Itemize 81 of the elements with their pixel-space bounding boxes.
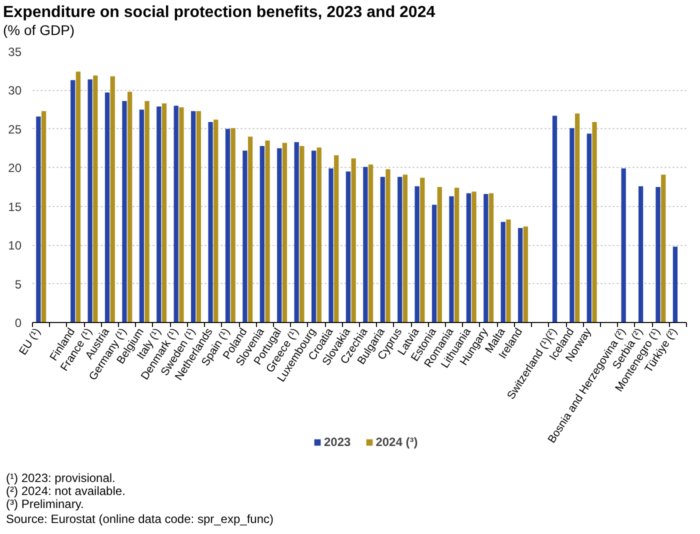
bar <box>398 176 402 322</box>
bar <box>472 192 476 322</box>
bar <box>449 196 454 322</box>
bar <box>122 101 127 322</box>
bar <box>414 186 420 322</box>
text: (¹) 2023: provisional. <box>6 471 116 485</box>
bar <box>88 79 92 322</box>
chart-title: Expenditure on social protection benefits, 2023 and 2024 <box>3 3 436 22</box>
bar <box>179 107 184 322</box>
bar <box>316 148 322 322</box>
bar <box>36 116 41 322</box>
bar <box>488 193 494 322</box>
bar <box>574 113 580 322</box>
legend-label: 2023 <box>324 435 351 449</box>
bar <box>672 246 678 322</box>
bar <box>230 128 236 322</box>
y-tick-label: 35 <box>8 45 22 59</box>
bar <box>128 92 132 322</box>
bar <box>661 174 666 322</box>
bar <box>225 128 230 322</box>
y-tick-label: 5 <box>14 277 22 292</box>
bar <box>139 110 144 322</box>
bar <box>402 174 408 322</box>
bar <box>104 92 110 322</box>
bar <box>363 166 368 322</box>
bar <box>420 178 425 322</box>
bar <box>592 122 597 322</box>
bar <box>191 111 196 322</box>
text: (²) 2024: not available. <box>6 484 126 498</box>
bar <box>294 142 299 322</box>
y-tick-label: 10 <box>8 238 22 253</box>
bar <box>552 116 558 322</box>
bar <box>277 148 282 322</box>
bar <box>484 194 488 322</box>
bar <box>368 164 374 322</box>
text: (³) Preliminary. <box>6 497 84 511</box>
bar <box>586 134 592 322</box>
bar <box>260 146 264 322</box>
bar <box>265 140 270 322</box>
bar <box>656 187 660 322</box>
bar <box>432 204 437 322</box>
bar <box>208 122 213 322</box>
bar <box>386 169 390 322</box>
bar <box>76 72 81 322</box>
bar <box>506 220 511 322</box>
bar <box>334 155 339 322</box>
bar <box>638 186 644 322</box>
bar <box>328 168 334 322</box>
y-tick-label: 25 <box>8 122 22 136</box>
bar <box>282 142 288 322</box>
bar <box>70 80 76 322</box>
bar <box>351 158 356 322</box>
bar <box>41 111 46 322</box>
bar <box>518 228 523 322</box>
chart-subtitle: (% of GDP) <box>3 22 75 39</box>
bar <box>300 146 304 322</box>
bar <box>214 120 218 322</box>
y-tick-label: 20 <box>8 161 22 176</box>
bar <box>110 76 115 322</box>
legend-label: 2024 (³) <box>376 435 418 449</box>
bar <box>174 106 178 322</box>
bar <box>523 226 528 322</box>
bar <box>242 150 248 322</box>
bar <box>380 176 385 322</box>
bar <box>621 168 626 322</box>
bar <box>570 128 574 322</box>
bar <box>248 136 253 322</box>
bar <box>196 111 201 322</box>
bar <box>454 188 460 322</box>
bar <box>466 193 472 322</box>
bar <box>346 172 351 322</box>
y-tick-label: 30 <box>8 84 22 98</box>
bar <box>437 187 442 322</box>
y-tick-label: 15 <box>8 200 22 214</box>
bar <box>156 106 162 322</box>
bar <box>162 103 167 322</box>
bar <box>144 101 150 322</box>
bar <box>93 76 98 322</box>
bar <box>500 222 506 322</box>
source-note: Source: Eurostat (online data code: spr_exp_func) <box>6 512 274 526</box>
bar <box>311 150 316 322</box>
